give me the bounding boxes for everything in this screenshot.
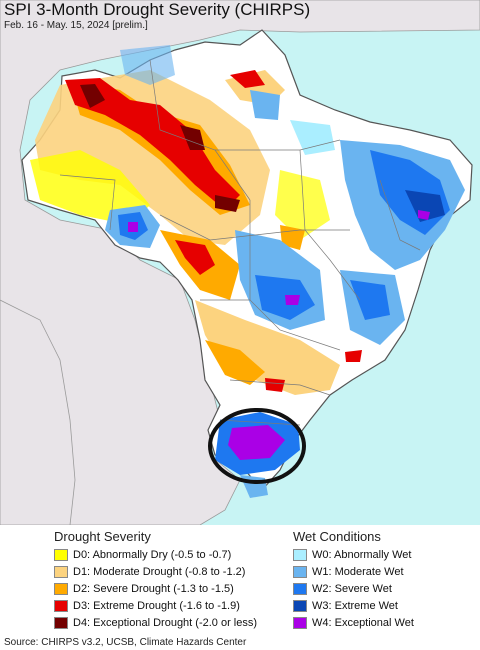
legend-swatch-w2	[293, 583, 307, 595]
highlight-circle	[208, 408, 306, 484]
legend-item-w1: W1: Moderate Wet	[293, 564, 404, 580]
legend-item-d2: D2: Severe Drought (-1.3 to -1.5)	[54, 581, 234, 597]
state-borders	[59, 59, 421, 426]
legend-item-w3: W3: Extreme Wet	[293, 598, 398, 614]
legend-swatch-w1	[293, 566, 307, 578]
drought-legend-heading: Drought Severity	[54, 529, 151, 544]
brazil-drought-map	[0, 0, 480, 525]
legend: Drought Severity Wet Conditions D0: Abno…	[0, 525, 480, 633]
legend-swatch-w4	[293, 617, 307, 629]
wet-areas	[105, 45, 465, 498]
map-title: SPI 3-Month Drought Severity (CHIRPS)	[4, 0, 311, 19]
legend-swatch-w3	[293, 600, 307, 612]
legend-item-d0: D0: Abnormally Dry (-0.5 to -0.7)	[54, 547, 231, 563]
legend-item-d3: D3: Extreme Drought (-1.6 to -1.9)	[54, 598, 240, 614]
legend-swatch-d1	[54, 566, 68, 578]
legend-item-w2: W2: Severe Wet	[293, 581, 392, 597]
legend-item-w4: W4: Exceptional Wet	[293, 615, 414, 631]
wet-legend-heading: Wet Conditions	[293, 529, 381, 544]
drought-areas	[30, 70, 362, 395]
legend-swatch-d4	[54, 617, 68, 629]
legend-item-d1: D1: Moderate Drought (-0.8 to -1.2)	[54, 564, 245, 580]
legend-swatch-w0	[293, 549, 307, 561]
map-frame: SPI 3-Month Drought Severity (CHIRPS) Fe…	[0, 0, 480, 525]
map-subtitle: Feb. 16 - May. 15, 2024 [prelim.]	[4, 20, 148, 31]
legend-item-d4: D4: Exceptional Drought (-2.0 or less)	[54, 615, 257, 631]
legend-swatch-d2	[54, 583, 68, 595]
legend-item-w0: W0: Abnormally Wet	[293, 547, 411, 563]
legend-swatch-d0	[54, 549, 68, 561]
source-credit: Source: CHIRPS v3.2, UCSB, Climate Hazar…	[4, 637, 247, 648]
legend-swatch-d3	[54, 600, 68, 612]
